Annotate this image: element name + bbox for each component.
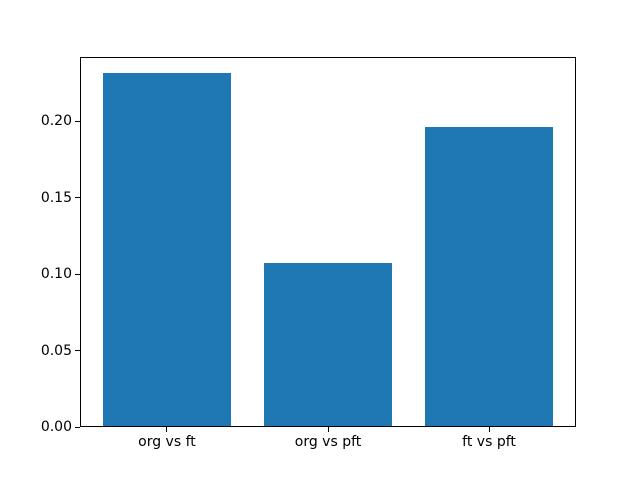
y-tick-label: 0.00 (40, 419, 72, 435)
x-tick-mark (488, 427, 490, 432)
y-tick-label: 0.05 (40, 342, 72, 359)
x-tick-label: org vs pft (294, 434, 362, 450)
y-tick-label: 0.15 (40, 189, 72, 206)
y-tick-mark (75, 197, 80, 199)
y-tick-mark (75, 350, 80, 352)
y-tick-mark (75, 120, 80, 122)
bar-ft-vs-pft (424, 126, 554, 426)
plot-area (80, 57, 576, 427)
x-tick-label: ft vs pft (462, 434, 516, 450)
y-tick-mark (75, 426, 80, 428)
x-tick-mark (166, 427, 168, 432)
y-tick-label: 0.10 (40, 266, 72, 283)
y-tick-mark (75, 273, 80, 275)
bar-org-vs-pft (263, 262, 393, 426)
bar-org-vs-ft (102, 73, 232, 426)
y-tick-label: 0.20 (40, 113, 72, 130)
x-tick-mark (327, 427, 329, 432)
x-tick-label: org vs ft (138, 434, 196, 450)
